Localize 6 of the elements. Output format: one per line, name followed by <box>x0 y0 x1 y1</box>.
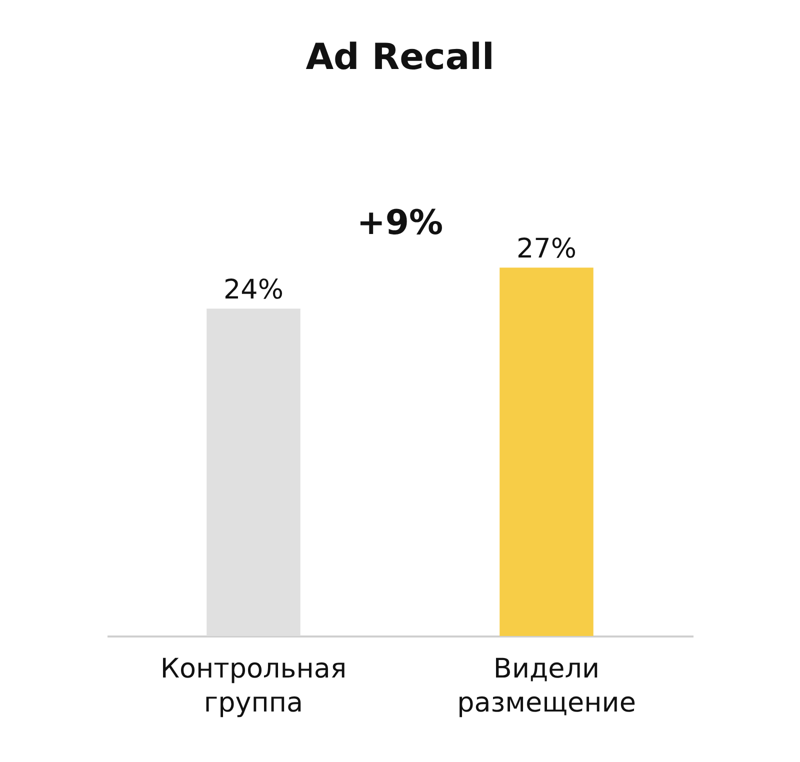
data-label: 24% <box>223 274 284 306</box>
chart-title: Ad Recall <box>306 37 494 78</box>
data-label: 27% <box>516 234 577 265</box>
x-tick-label: Контрольная группа <box>160 654 347 718</box>
text: +9% <box>356 203 444 243</box>
x-tick-label: Видели размещение <box>457 654 636 718</box>
